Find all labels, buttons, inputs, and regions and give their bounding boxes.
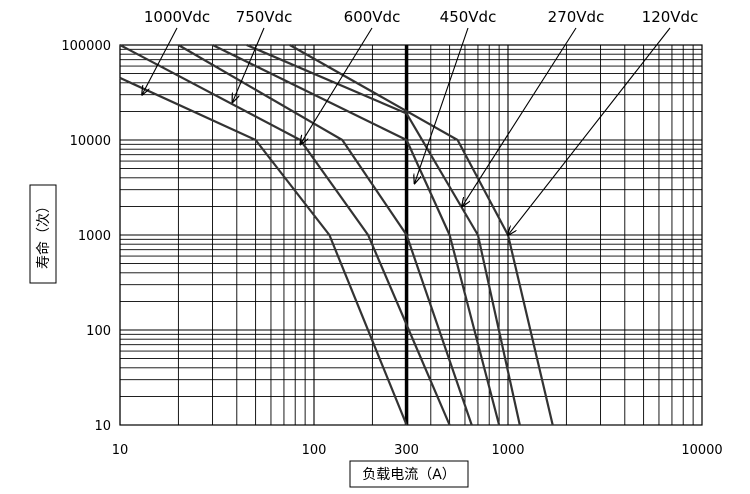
y-tick-label: 1000 [78,229,111,244]
x-axis-label: 负载电流（A） [362,467,456,483]
series-layer [119,43,554,426]
y-tick-label: 100 [86,324,111,339]
annotation-arrow-750vdc [232,27,265,102]
annotations: 1000Vdc 750Vdc 600Vdc 450Vdc 270Vdc 120Vdc [142,8,698,235]
plot-frame [119,44,703,426]
x-axis-label-box: 负载电流（A） [349,460,469,488]
annotation-label-750vdc: 750Vdc [236,8,293,26]
annotation-label-450vdc: 450Vdc [440,8,497,26]
annotation-label-270vdc: 270Vdc [548,8,605,26]
x-tick-labels: 10 100 300 1000 10000 [112,443,723,458]
annotation-arrow-600vdc [300,27,373,144]
y-tick-label: 10000 [70,134,111,149]
annotation-arrow-270vdc [462,27,577,206]
x-tick-label: 100 [302,443,327,458]
y-tick-label: 100000 [61,39,111,54]
x-tick-label: 10000 [681,443,722,458]
y-tick-label: 10 [94,419,111,434]
x-tick-label: 10 [112,443,129,458]
y-axis-label: 寿命（次） [35,199,52,269]
annotation-label-1000vdc: 1000Vdc [144,8,210,26]
series-line-750vdc [119,44,451,426]
series-line-600vdc [177,44,473,426]
annotation-arrow-1000vdc [142,27,178,95]
annotation-label-120vdc: 120Vdc [642,8,699,26]
x-tick-label: 300 [394,443,419,458]
series-line-270vdc [246,43,521,426]
y-tick-labels: 100000 10000 1000 100 10 [61,39,111,434]
x-tick-label: 1000 [491,443,524,458]
annotation-label-600vdc: 600Vdc [344,8,401,26]
y-axis-label-box: 寿命（次） [29,184,57,284]
annotation-arrow-450vdc [415,27,469,183]
series-line-1000vdc [119,76,408,426]
series-line-120vdc [289,44,554,426]
annotation-arrow-120vdc [508,27,671,235]
series-line-450vdc [212,44,501,426]
